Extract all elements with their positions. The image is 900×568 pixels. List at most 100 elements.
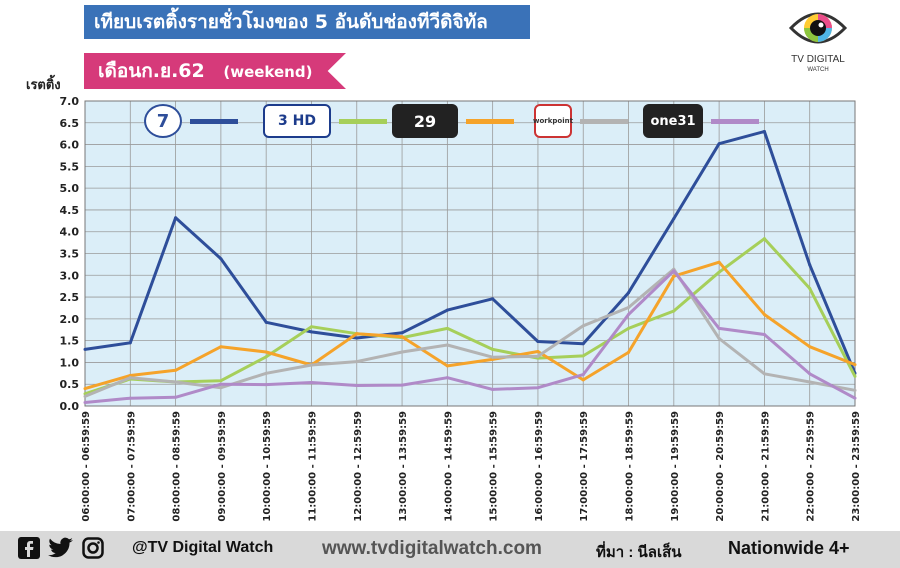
legend-item-ch3: 3 HD (263, 104, 387, 138)
month-banner: เดือนก.ย.62 (weekend) (84, 53, 346, 89)
instagram-icon[interactable] (82, 537, 104, 559)
y-tick-label: 1.0 (60, 356, 80, 369)
data-point (717, 260, 721, 264)
data-point (355, 332, 359, 336)
data-point (264, 320, 268, 324)
website-link[interactable]: www.tvdigitalwatch.com (322, 538, 542, 559)
data-point (174, 395, 178, 399)
data-point (309, 380, 313, 384)
data-point (672, 269, 676, 273)
plot-border (84, 100, 856, 407)
x-tick-label: 12:00:00 - 12:59:59 (353, 411, 364, 522)
x-tick-label: 06:00:00 - 06:59:59 (81, 411, 92, 522)
legend-item-workpoint: workpoint (533, 104, 628, 138)
data-point (808, 286, 812, 290)
legend-swatch-one31 (711, 118, 759, 124)
data-point (491, 297, 495, 301)
logo-line2: WATCH (807, 67, 829, 73)
y-tick-label: 2.0 (60, 313, 80, 326)
data-point (219, 345, 223, 349)
ch7-hd-logo-icon: 7 (144, 104, 182, 138)
social-handle: @TV Digital Watch (132, 539, 274, 556)
data-point (83, 347, 87, 351)
one31-logo-icon: one31 (643, 104, 703, 138)
tv-digital-watch-logo: TV DIGITAL WATCH (770, 6, 866, 76)
data-point (400, 350, 404, 354)
x-tick-label: 09:00:00 - 09:59:59 (217, 411, 228, 522)
y-tick-label: 0.0 (60, 400, 80, 413)
data-point (491, 387, 495, 391)
data-point (808, 345, 812, 349)
x-tick-label: 11:00:00 - 11:59:59 (307, 411, 318, 522)
legend-swatch-workpoint (580, 118, 628, 124)
data-point (762, 372, 766, 376)
data-point (581, 324, 585, 328)
legend-swatch-mono29 (466, 118, 514, 124)
data-point (762, 333, 766, 337)
data-point (309, 330, 313, 334)
data-point (627, 306, 631, 310)
data-point (128, 396, 132, 400)
twitter-icon[interactable] (48, 537, 74, 559)
data-point (627, 350, 631, 354)
x-tick-label: 20:00:00 - 20:59:59 (715, 411, 726, 522)
data-point (445, 326, 449, 330)
data-point (128, 374, 132, 377)
series-line-2 (84, 260, 856, 391)
audience-label: Nationwide 4+ (728, 538, 850, 558)
x-tick-label: 18:00:00 - 18:59:59 (625, 411, 636, 522)
ch3-hd-logo-icon: 3 HD (263, 104, 331, 138)
data-point (264, 383, 268, 387)
data-point (853, 374, 857, 378)
facebook-icon[interactable] (18, 537, 40, 559)
eye-logo-icon (788, 12, 848, 44)
data-point (83, 387, 87, 391)
mono29-logo-icon: 29 (392, 104, 458, 138)
data-point (581, 354, 585, 358)
y-tick-label: 2.5 (60, 291, 80, 304)
data-point (83, 394, 87, 398)
data-point (445, 364, 449, 368)
data-point (808, 372, 812, 376)
data-point (536, 386, 540, 390)
data-point (536, 340, 540, 344)
data-point (717, 270, 721, 274)
data-point (174, 216, 178, 220)
x-tick-label: 10:00:00 - 10:59:59 (262, 411, 273, 522)
data-point (355, 336, 359, 340)
data-point (264, 371, 268, 375)
y-tick-label: 5.5 (60, 160, 80, 173)
series-line-1 (84, 237, 857, 396)
data-point (128, 341, 132, 345)
series-line-0 (84, 130, 857, 374)
data-point (174, 380, 178, 384)
x-tick-label: 21:00:00 - 21:59:59 (760, 411, 771, 522)
data-point (853, 396, 857, 400)
data-point (627, 326, 631, 330)
chart-title: เทียบเรตติ้งรายชั่วโมงของ 5 อันดับช่องที… (84, 5, 530, 39)
data-point (536, 354, 540, 358)
data-point (581, 342, 585, 346)
data-point (808, 380, 812, 384)
data-point (264, 355, 268, 359)
month-label: เดือนก.ย.62 (98, 60, 205, 82)
x-tick-label: 14:00:00 - 14:59:59 (443, 411, 454, 522)
y-tick-label: 4.0 (60, 226, 80, 239)
legend-swatch-ch7 (190, 118, 238, 124)
y-tick-label: 5.0 (60, 182, 80, 195)
x-tick-label: 13:00:00 - 13:59:59 (398, 411, 409, 522)
data-point (627, 291, 631, 295)
x-tick-label: 08:00:00 - 08:59:59 (172, 411, 183, 522)
data-point (808, 263, 812, 267)
y-tick-label: 6.5 (60, 117, 80, 130)
data-point (219, 257, 223, 261)
data-point (309, 363, 313, 367)
data-point (309, 325, 313, 329)
legend-item-ch7: 7 (144, 104, 238, 138)
legend-item-one31: one31 (643, 104, 759, 138)
data-point (717, 336, 721, 340)
data-point (853, 363, 857, 367)
legend-item-mono29: 29 (392, 104, 514, 138)
x-tick-label: 07:00:00 - 07:59:59 (126, 411, 137, 522)
